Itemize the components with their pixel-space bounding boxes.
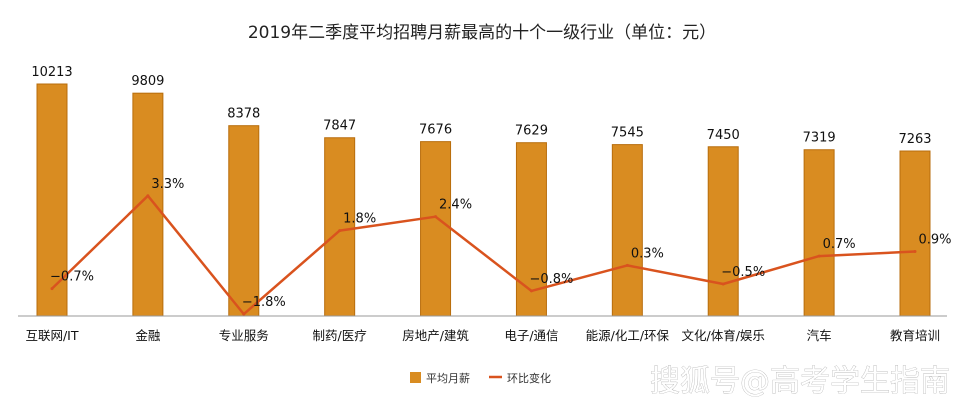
category-label-0: 互联网/IT — [25, 328, 78, 343]
bar-value-label-7: 7450 — [707, 128, 740, 143]
change-point-4 — [434, 215, 438, 219]
change-label-5: −0.8% — [529, 272, 573, 287]
change-series-line — [51, 194, 916, 316]
legend: 平均月薪 环比变化 — [410, 371, 551, 385]
category-label-6: 能源/化工/环保 — [586, 328, 670, 343]
bar-3 — [324, 137, 356, 317]
bar-value-label-1: 9809 — [131, 74, 164, 89]
watermark: 搜狐号@高考学生指南 — [650, 364, 950, 399]
bar-value-label-0: 10213 — [31, 65, 72, 80]
change-label-7: −0.5% — [721, 265, 765, 280]
change-point-1 — [146, 194, 150, 198]
bar-value-label-5: 7629 — [515, 124, 548, 139]
category-label-4: 房地产/建筑 — [402, 328, 469, 343]
change-point-8 — [817, 254, 821, 258]
category-label-8: 汽车 — [807, 328, 832, 343]
bar-value-label-4: 7676 — [419, 123, 452, 138]
bar-8 — [803, 149, 835, 317]
legend-label-line: 环比变化 — [507, 371, 551, 385]
category-label-9: 教育培训 — [890, 328, 940, 343]
bar-7 — [707, 146, 739, 317]
bar-6 — [611, 144, 643, 317]
category-label-1: 金融 — [135, 328, 161, 343]
bar-value-label-9: 7263 — [898, 132, 931, 147]
legend-label-bar: 平均月薪 — [426, 372, 470, 385]
change-point-6 — [625, 263, 629, 267]
change-label-6: 0.3% — [631, 246, 664, 261]
legend-swatch-bar — [410, 372, 421, 383]
change-point-2 — [242, 312, 246, 316]
change-label-3: 1.8% — [343, 212, 376, 227]
bar-value-label-6: 7545 — [611, 126, 644, 141]
bar-4 — [420, 141, 452, 317]
change-label-1: 3.3% — [151, 177, 184, 192]
category-label-7: 文化/体育/娱乐 — [682, 328, 765, 343]
bar-value-label-8: 7319 — [803, 131, 836, 146]
change-label-8: 0.7% — [823, 237, 856, 252]
category-label-5: 电子/通信 — [504, 328, 558, 343]
change-label-4: 2.4% — [439, 198, 472, 213]
category-label-2: 专业服务 — [219, 328, 269, 343]
bar-value-label-2: 8378 — [227, 107, 260, 122]
change-point-5 — [529, 289, 533, 293]
chart-title: 2019年二季度平均招聘月薪最高的十个一级行业（单位：元） — [248, 23, 716, 43]
category-label-3: 制药/医疗 — [313, 328, 367, 343]
change-point-9 — [913, 249, 917, 253]
change-label-9: 0.9% — [918, 232, 951, 247]
bar-2 — [228, 125, 260, 317]
change-label-2: −1.8% — [242, 295, 286, 310]
bar-value-label-3: 7847 — [323, 119, 356, 134]
change-point-0 — [50, 287, 54, 291]
change-point-3 — [338, 229, 342, 233]
bar-9 — [899, 150, 931, 317]
change-point-7 — [721, 282, 725, 286]
change-label-0: −0.7% — [50, 270, 94, 285]
